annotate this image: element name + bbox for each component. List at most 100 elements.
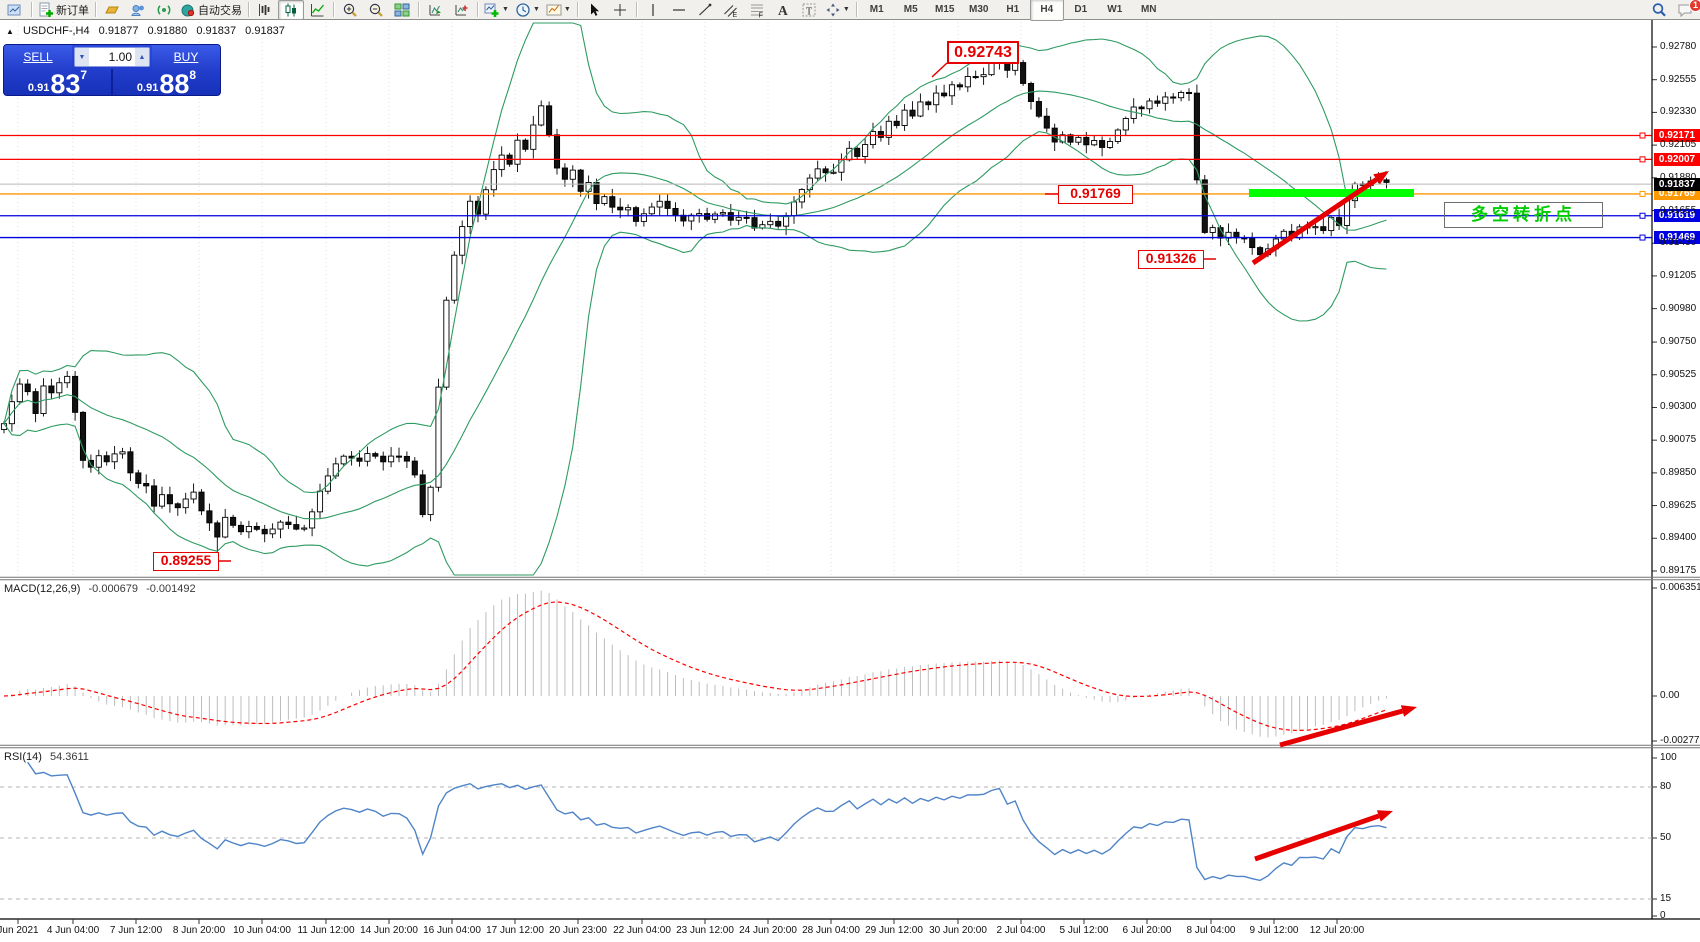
rsi-axis-label: 80 <box>1660 781 1672 792</box>
sell-button[interactable]: SELL <box>4 45 72 69</box>
trendline-button[interactable] <box>692 0 718 20</box>
level-line-handle[interactable] <box>1639 190 1646 197</box>
price-callout-0.91769[interactable]: 0.91769 <box>1058 185 1133 204</box>
volume-input[interactable]: 1.00 <box>108 50 132 64</box>
signals-icon <box>156 2 172 18</box>
candle-chart-button[interactable] <box>278 0 304 20</box>
level-line-handle[interactable] <box>1639 234 1646 241</box>
tile-windows-button[interactable] <box>389 0 415 20</box>
volume-decrease-button[interactable]: ▼ <box>75 48 89 66</box>
cursor-button[interactable] <box>581 0 607 20</box>
volume-increase-button[interactable]: ▲ <box>135 48 149 66</box>
timeframe-m5-button[interactable]: M5 <box>903 4 918 15</box>
arrows-button[interactable]: ▼ <box>822 0 853 20</box>
search-button[interactable] <box>1646 0 1672 20</box>
trend-arrow-rsi[interactable] <box>1254 810 1393 862</box>
level-line-handle[interactable] <box>1639 132 1646 139</box>
time-axis-label: 24 Jun 20:00 <box>739 925 797 936</box>
rsi-name: RSI(14) <box>4 751 42 763</box>
tile-windows-icon <box>394 2 410 18</box>
y-axis-tick-label: 0.90750 <box>1660 336 1697 348</box>
new-chart-button[interactable] <box>448 0 474 20</box>
timeframe-mn-button[interactable]: MN <box>1140 4 1157 15</box>
zoom-in-button[interactable] <box>337 0 363 20</box>
chevron-down-icon[interactable]: ▼ <box>502 6 509 13</box>
volume-control: ▼ 1.00 ▲ <box>74 47 150 67</box>
notifications-button[interactable]: 1 <box>1672 0 1700 20</box>
timeframe-h1-button[interactable]: H1 <box>1006 4 1020 15</box>
timeframe-m30-button[interactable]: M30 <box>969 4 989 15</box>
toolbar-separator <box>31 2 32 17</box>
trend-arrow-macd[interactable] <box>1279 705 1417 748</box>
autotrade-icon <box>180 2 196 18</box>
macd-name: MACD(12,26,9) <box>4 583 81 595</box>
y-axis-tick-label: 0.91205 <box>1660 269 1697 281</box>
strategy-tester-button[interactable] <box>422 0 448 20</box>
autotrade-button[interactable]: 自动交易 <box>177 0 245 20</box>
time-axis-label: Jun 2021 <box>0 925 39 936</box>
toolbar-separator <box>95 2 96 17</box>
collapse-triangle-icon[interactable]: ▲ <box>6 27 14 36</box>
timeframe-d1-button[interactable]: D1 <box>1074 4 1088 15</box>
time-axis-label: 8 Jun 20:00 <box>172 925 226 936</box>
templates-button[interactable]: ▼ <box>543 0 574 20</box>
text-icon: A <box>775 2 791 18</box>
timeframe-m1-button[interactable]: M1 <box>869 4 884 15</box>
callout-leader <box>931 62 948 78</box>
signals-button[interactable] <box>151 0 177 20</box>
market-watch-button[interactable] <box>99 0 125 20</box>
equidistant-channel-button[interactable]: E <box>718 0 744 20</box>
ask-pipette: 8 <box>189 68 197 82</box>
line-chart-button[interactable] <box>304 0 330 20</box>
timeframe-w1-button[interactable]: W1 <box>1107 4 1123 15</box>
indicator-play-icon <box>427 2 443 18</box>
vertical-line-button[interactable] <box>640 0 666 20</box>
macd-histogram <box>11 590 1387 738</box>
axis-price-label: 0.91469 <box>1654 231 1700 245</box>
time-axis-label: 6 Jul 20:00 <box>1122 925 1172 936</box>
horizontal-line-button[interactable] <box>666 0 692 20</box>
periods-button[interactable]: ▼ <box>512 0 543 20</box>
price-callout-0.92743[interactable]: 0.92743 <box>947 41 1019 64</box>
y-axis-tick-label: 0.90980 <box>1660 302 1697 314</box>
crosshair-button[interactable] <box>607 0 633 20</box>
zoom-in-icon <box>342 2 358 18</box>
level-line-handle[interactable] <box>1639 212 1646 219</box>
toolbar-separator <box>333 2 334 17</box>
trend-arrow-main[interactable] <box>1251 171 1389 266</box>
rsi-axis-label: 50 <box>1660 832 1672 843</box>
time-axis-label: 4 Jun 04:00 <box>46 925 100 936</box>
chevron-down-icon[interactable]: ▼ <box>842 6 850 13</box>
fibonacci-icon: F <box>749 2 765 18</box>
zoom-out-button[interactable] <box>363 0 389 20</box>
y-axis-tick-label: 0.91430 <box>1660 237 1697 249</box>
level-line-handle[interactable] <box>1639 156 1646 163</box>
price-callout-0.91326[interactable]: 0.91326 <box>1138 250 1204 269</box>
new-order-button[interactable]: 新订单 <box>35 0 92 20</box>
notification-badge: 1 <box>1688 0 1700 12</box>
note-box-pivot-text[interactable]: 多空转折点 <box>1444 202 1603 228</box>
timeframe-m15-button[interactable]: M15 <box>935 4 955 15</box>
rsi-indicator-label: RSI(14) 54.3611 <box>4 751 89 763</box>
chevron-down-icon[interactable]: ▼ <box>563 6 571 13</box>
bar-chart-button[interactable] <box>252 0 278 20</box>
timeframe-h4-button[interactable]: H4 <box>1029 0 1064 21</box>
macd-axis-label: 0.006351 <box>1660 582 1700 593</box>
rsi-value: 54.3611 <box>49 751 89 763</box>
fibonacci-button[interactable]: F <box>744 0 770 20</box>
time-axis-label: 14 Jun 20:00 <box>360 925 418 936</box>
community-button[interactable] <box>125 0 151 20</box>
highlight-green-bar[interactable] <box>1249 189 1414 197</box>
bollinger-lower-band <box>3 131 1387 576</box>
ask-prefix: 0.91 <box>136 82 159 94</box>
arrows-icon <box>825 2 841 18</box>
indicators-button[interactable]: ▼ <box>481 0 512 20</box>
time-axis-label: 8 Jul 04:00 <box>1186 925 1236 936</box>
text-label-button[interactable]: T <box>796 0 822 20</box>
chevron-down-icon[interactable]: ▼ <box>532 6 540 13</box>
y-axis-tick-label: 0.92330 <box>1660 106 1697 118</box>
price-callout-0.89255[interactable]: 0.89255 <box>153 552 219 571</box>
text-button[interactable]: A <box>770 0 796 20</box>
buy-button[interactable]: BUY <box>152 45 220 69</box>
